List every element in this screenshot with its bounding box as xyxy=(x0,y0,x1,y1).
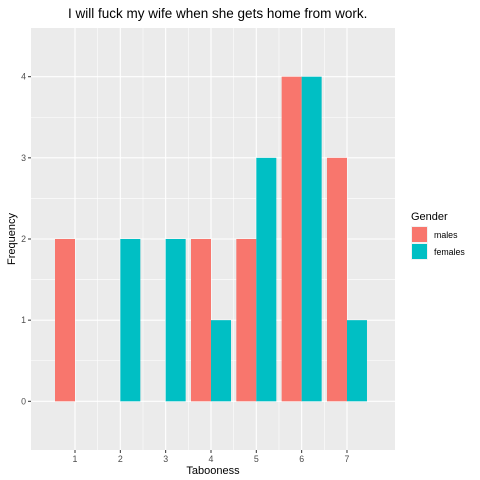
y-tick-label: 0 xyxy=(21,396,26,406)
legend-title: Gender xyxy=(411,211,448,223)
bars xyxy=(55,76,367,402)
legend-label-males: males xyxy=(434,230,458,240)
bar-females-2 xyxy=(120,239,141,402)
bar-females-5 xyxy=(256,157,277,402)
x-axis-title: Tabooness xyxy=(186,465,240,477)
legend-label-females: females xyxy=(434,247,465,257)
x-tick-label: 2 xyxy=(118,454,123,464)
x-tick-label: 3 xyxy=(163,454,168,464)
y-tick-label: 4 xyxy=(21,72,26,82)
bar-males-4 xyxy=(190,239,211,402)
x-tick-label: 6 xyxy=(299,454,304,464)
x-tick-label: 7 xyxy=(345,454,350,464)
legend-swatch-females xyxy=(412,244,427,259)
bar-females-6 xyxy=(301,76,322,402)
bar-males-6 xyxy=(281,76,302,402)
x-tick-label: 5 xyxy=(254,454,259,464)
x-axis-ticks: 1 2 3 4 5 6 7 xyxy=(73,450,350,464)
legend: Gender males females xyxy=(411,211,465,260)
bar-males-7 xyxy=(326,157,347,402)
y-tick-label: 1 xyxy=(21,315,26,325)
x-tick-label: 1 xyxy=(73,454,78,464)
bar-females-4 xyxy=(210,320,231,402)
bar-males-1 xyxy=(55,239,75,402)
y-tick-label: 2 xyxy=(21,234,26,244)
x-tick-label: 4 xyxy=(209,454,214,464)
legend-items: males females xyxy=(411,226,465,260)
bar-females-3 xyxy=(165,239,186,402)
bar-females-7 xyxy=(346,320,367,402)
y-tick-label: 3 xyxy=(21,153,26,163)
bar-males-5 xyxy=(236,239,257,402)
legend-swatch-males xyxy=(412,227,427,242)
chart-title: I will fuck my wife when she gets home f… xyxy=(68,6,367,21)
y-axis-ticks: 0 1 2 3 4 xyxy=(21,72,31,406)
y-axis-title: Frequency xyxy=(6,213,18,265)
